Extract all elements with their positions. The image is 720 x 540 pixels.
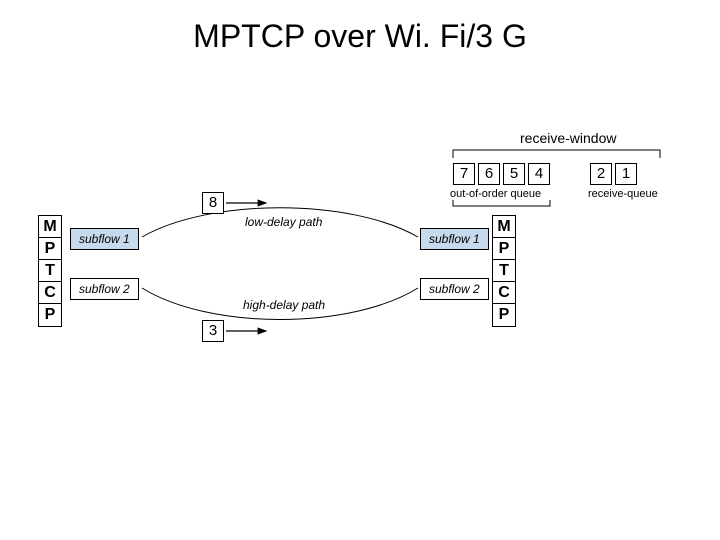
stack-letter: M	[39, 216, 61, 238]
stack-letter: P	[493, 238, 515, 260]
packet-8: 8	[202, 192, 224, 214]
stack-letter: C	[39, 282, 61, 304]
connectors-svg	[30, 120, 690, 390]
stack-letter: P	[39, 304, 61, 326]
left-subflow-1: subflow 1	[70, 228, 139, 250]
left-mptcp-stack: MPTCP	[38, 215, 62, 327]
stack-letter: M	[493, 216, 515, 238]
low-delay-label: low-delay path	[245, 215, 322, 229]
packet-3: 3	[202, 320, 224, 342]
queue-packet: 2	[590, 163, 612, 185]
stack-letter: T	[493, 260, 515, 282]
receive-window-label: receive-window	[520, 130, 616, 146]
queue-packet: 6	[478, 163, 500, 185]
stack-letter: T	[39, 260, 61, 282]
ooo-queue-label: out-of-order queue	[450, 188, 541, 200]
stack-letter: P	[39, 238, 61, 260]
high-delay-label: high-delay path	[243, 298, 325, 312]
queue-packet: 5	[503, 163, 525, 185]
right-subflow-1: subflow 1	[420, 228, 489, 250]
receive-window-bracket	[453, 150, 660, 158]
queue-packet: 1	[615, 163, 637, 185]
receive-queue-label: receive-queue	[588, 188, 658, 200]
stack-letter: C	[493, 282, 515, 304]
queue-packet: 4	[528, 163, 550, 185]
stack-letter: P	[493, 304, 515, 326]
queue-packet: 7	[453, 163, 475, 185]
left-subflow-2: subflow 2	[70, 278, 139, 300]
page-title: MPTCP over Wi. Fi/3 G	[0, 18, 720, 55]
right-subflow-2: subflow 2	[420, 278, 489, 300]
ooo-bracket	[453, 200, 550, 206]
diagram-area: MPTCP MPTCP subflow 1 subflow 2 subflow …	[30, 120, 690, 390]
right-mptcp-stack: MPTCP	[492, 215, 516, 327]
